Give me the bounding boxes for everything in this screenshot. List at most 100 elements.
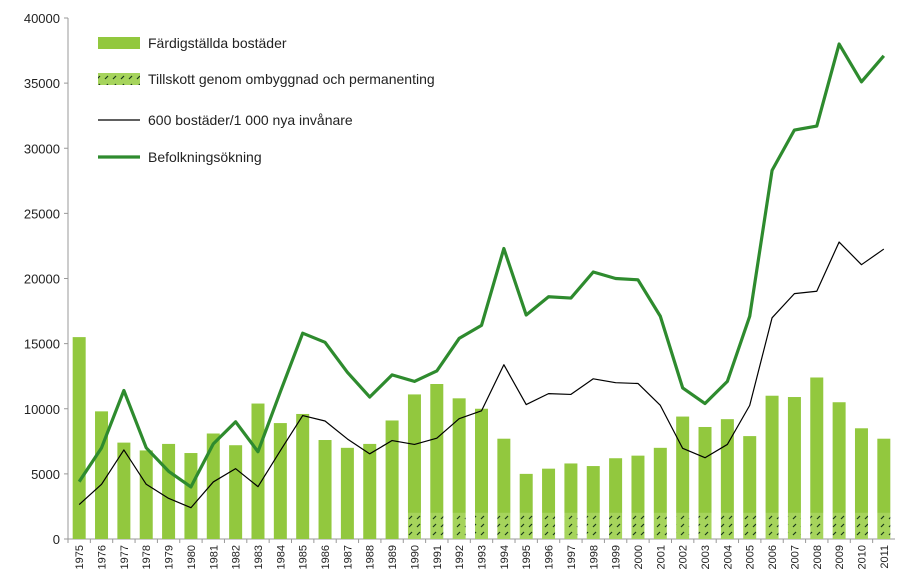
bar: [497, 512, 511, 539]
legend-label: Färdigställda bostäder: [148, 35, 287, 51]
x-tick-label: 2010: [856, 545, 868, 569]
x-tick-label: 1980: [186, 545, 198, 569]
x-tick-label: 2000: [633, 545, 645, 569]
bar: [95, 411, 109, 539]
x-tick-label: 2005: [745, 545, 757, 569]
bar: [676, 416, 690, 513]
x-tick-label: 2001: [655, 545, 667, 569]
bar: [653, 512, 667, 539]
y-tick-label: 5000: [31, 467, 60, 482]
bar: [676, 512, 690, 539]
x-tick-label: 2003: [700, 545, 712, 569]
x-tick-label: 1977: [119, 545, 131, 569]
x-tick-label: 1983: [253, 545, 265, 569]
bar: [430, 512, 444, 539]
bar: [273, 423, 287, 539]
x-tick-label: 2006: [767, 545, 779, 569]
bar: [296, 413, 310, 539]
bar: [407, 394, 421, 513]
x-tick-label: 1994: [499, 545, 511, 569]
bar: [631, 512, 645, 539]
x-tick-label: 1990: [409, 545, 421, 569]
bar: [720, 512, 734, 539]
bar: [452, 512, 466, 539]
legend-label: Tillskott genom ombyggnad och permanenti…: [148, 71, 435, 87]
x-tick-label: 2009: [834, 545, 846, 569]
legend-label: 600 bostäder/1 000 nya invånare: [148, 112, 353, 128]
y-tick-label: 15000: [24, 337, 60, 352]
bar: [206, 433, 220, 539]
bar: [586, 512, 600, 539]
bar: [72, 337, 86, 539]
bar: [765, 512, 779, 539]
y-tick-label: 20000: [24, 272, 60, 287]
x-tick-label: 1985: [298, 545, 310, 569]
x-tick-label: 1989: [387, 545, 399, 569]
y-tick-label: 25000: [24, 206, 60, 221]
line: [77, 42, 886, 489]
bar: [609, 512, 623, 539]
bar: [720, 419, 734, 513]
x-tick-label: 1991: [432, 545, 444, 569]
bar: [139, 450, 153, 539]
bar: [542, 468, 556, 513]
x-tick-label: 1996: [544, 545, 556, 569]
x-tick-label: 1993: [477, 545, 489, 569]
bar: [363, 443, 377, 539]
bar: [564, 463, 578, 513]
bar: [542, 512, 556, 539]
bar: [586, 466, 600, 513]
bar: [854, 512, 868, 539]
bar: [475, 512, 488, 539]
bar: [475, 408, 488, 513]
bar: [877, 512, 891, 539]
x-tick-label: 1986: [320, 545, 332, 569]
x-tick-label: 1997: [566, 545, 578, 569]
bar: [117, 442, 131, 539]
bar: [162, 443, 176, 539]
bar: [564, 512, 578, 539]
y-tick-label: 35000: [24, 76, 60, 91]
x-tick-label: 1975: [74, 545, 86, 569]
x-tick-label: 2004: [722, 545, 734, 569]
bar: [497, 438, 511, 513]
bar: [519, 512, 533, 539]
y-tick-label: 30000: [24, 141, 60, 156]
legend-swatch: [98, 73, 140, 85]
bar: [519, 473, 533, 513]
x-tick-label: 1998: [588, 545, 600, 569]
x-tick-label: 1988: [365, 545, 377, 569]
bar: [854, 428, 868, 513]
x-tick-label: 1984: [275, 545, 287, 569]
legend-label: Befolkningsökning: [148, 149, 262, 165]
x-tick-label: 1981: [208, 545, 220, 569]
x-tick-label: 2007: [789, 545, 801, 569]
bar: [385, 420, 399, 539]
bar: [452, 398, 466, 513]
bar: [430, 384, 444, 513]
x-tick-label: 2011: [879, 545, 891, 569]
bar: [765, 395, 779, 513]
x-tick-label: 2008: [812, 545, 824, 569]
x-tick-label: 1992: [454, 545, 466, 569]
bar: [609, 458, 623, 513]
bar: [743, 436, 757, 513]
bar: [787, 512, 801, 539]
bar: [340, 447, 354, 539]
x-tick-label: 1979: [164, 545, 176, 569]
x-tick-label: 1987: [342, 545, 354, 569]
x-tick-label: 1978: [141, 545, 153, 569]
bar: [229, 445, 243, 539]
bar: [787, 397, 801, 513]
x-tick-label: 2002: [678, 545, 690, 569]
bar: [810, 377, 824, 513]
bar: [877, 438, 891, 513]
y-tick-label: 0: [53, 532, 60, 547]
legend-swatch: [98, 37, 140, 49]
y-tick-label: 10000: [24, 402, 60, 417]
x-tick-label: 1982: [231, 545, 243, 569]
y-tick-label: 40000: [24, 11, 60, 26]
bar: [832, 402, 846, 513]
bar: [407, 512, 421, 539]
